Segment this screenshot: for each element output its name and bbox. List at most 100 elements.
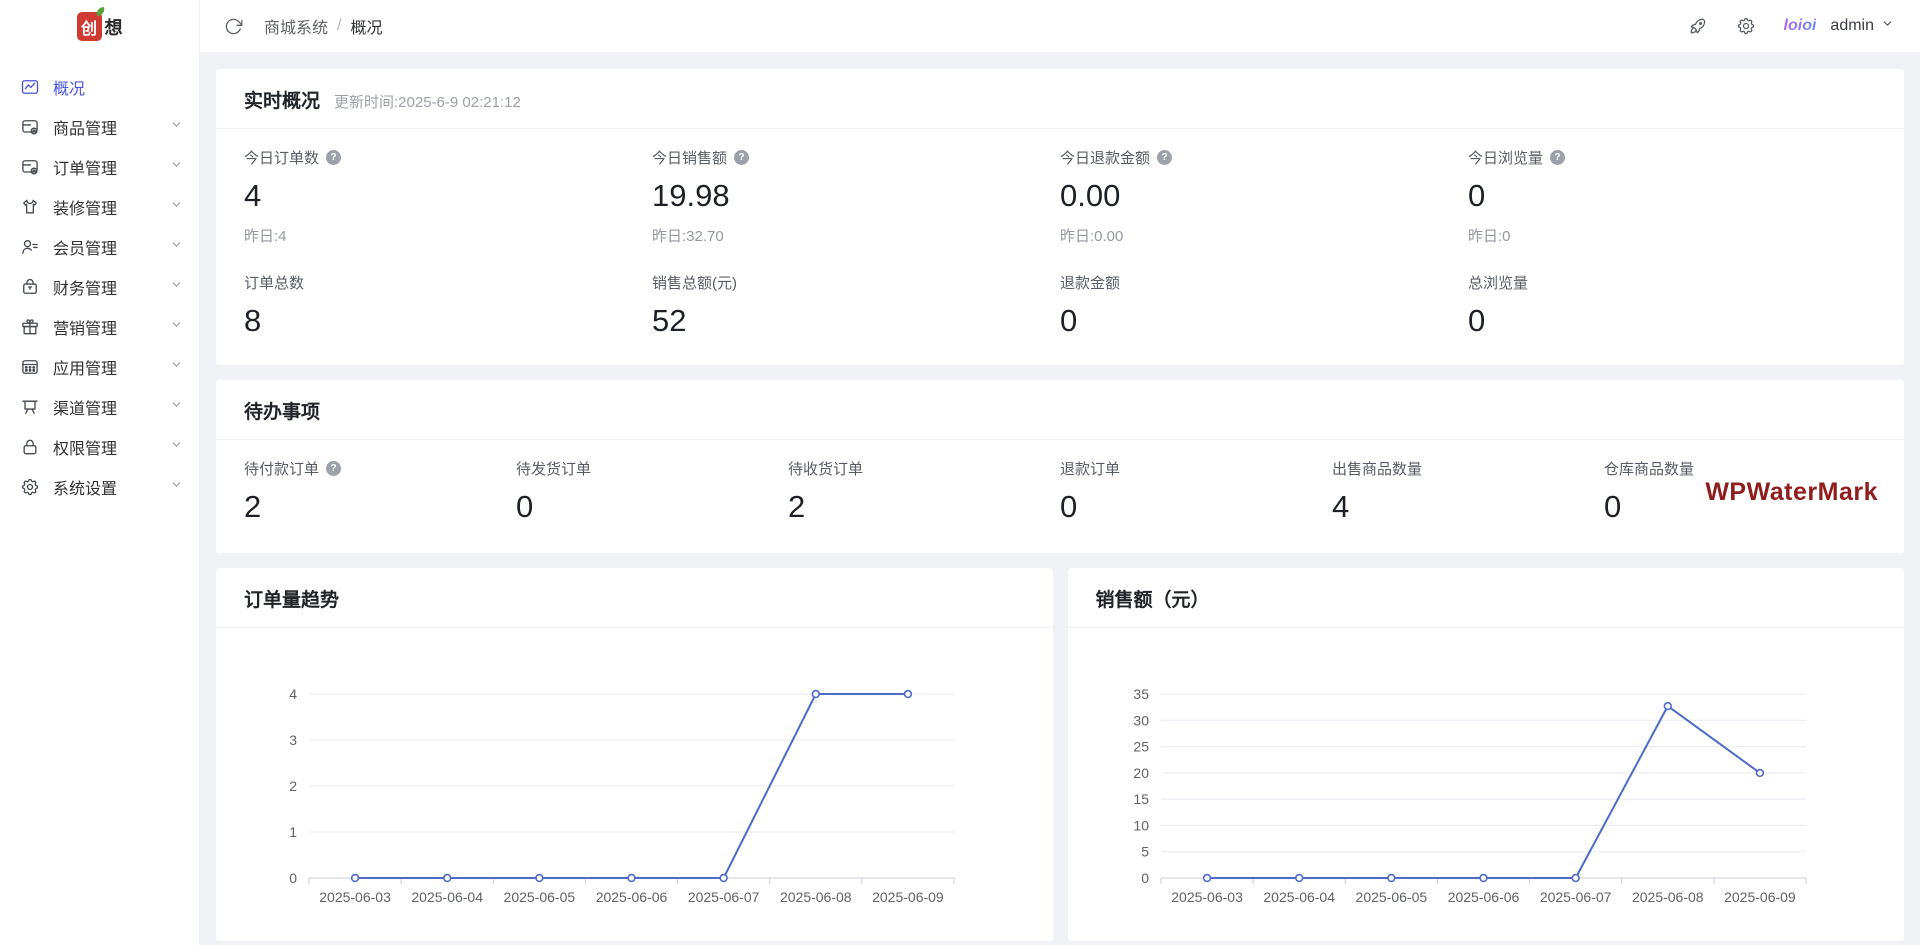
- realtime-card-body: 今日订单数 ? 4 昨日:4 今日销售额 ? 19.98 昨日:32.70 今日…: [216, 129, 1904, 365]
- help-icon[interactable]: ?: [1157, 150, 1173, 165]
- stat-value: 4: [244, 178, 262, 213]
- stat-label: 待付款订单: [244, 461, 320, 478]
- orders-icon: [20, 157, 40, 177]
- svg-text:2025-06-04: 2025-06-04: [411, 889, 483, 905]
- stat-value: 52: [652, 303, 687, 338]
- stat-label: 仓库商品数量: [1604, 461, 1695, 478]
- help-icon[interactable]: ?: [1550, 150, 1566, 165]
- stat-block: 今日退款金额 ? 0.00 昨日:0.00: [1060, 147, 1468, 246]
- chevron-down-icon: [170, 198, 183, 216]
- stat-block: 退款金额 0: [1060, 272, 1468, 339]
- svg-text:2025-06-05: 2025-06-05: [504, 889, 576, 905]
- permission-icon: [20, 437, 40, 457]
- logo-secondary-char: 想: [104, 17, 123, 38]
- sidebar-item-概况[interactable]: 概况: [0, 67, 199, 107]
- svg-text:2025-06-06: 2025-06-06: [596, 889, 668, 905]
- charts-row: 订单量趋势 0 1 2 3 4 2025-06-03 2025-06-04 2025-06-0…: [216, 568, 1904, 941]
- stat-block: 总浏览量 0: [1468, 272, 1876, 339]
- chevron-down-icon: [170, 318, 183, 336]
- stat-label: 待发货订单: [516, 461, 592, 478]
- sidebar-item-会员管理[interactable]: 会员管理: [0, 227, 199, 267]
- order-trend-header: 订单量趋势: [216, 568, 1053, 628]
- sidebar-item-应用管理[interactable]: 应用管理: [0, 347, 199, 387]
- breadcrumb-root[interactable]: 商城系统: [264, 20, 329, 37]
- stat-value: 8: [244, 303, 262, 338]
- stat-sub: 昨日:4: [244, 228, 287, 245]
- logo-primary-char: 创: [80, 20, 97, 38]
- sidebar-item-label: 渠道管理: [53, 401, 118, 418]
- stat-label: 待收货订单: [788, 461, 864, 478]
- svg-text:2025-06-03: 2025-06-03: [1171, 889, 1243, 905]
- page-watermark: WPWaterMark: [1705, 478, 1878, 506]
- sidebar-item-商品管理[interactable]: 商品管理: [0, 107, 199, 147]
- overview-icon: [20, 77, 40, 97]
- sidebar-item-label: 权限管理: [53, 441, 118, 458]
- help-icon[interactable]: ?: [326, 461, 342, 476]
- sales-amount-card: 销售额（元） 0 5 10 15 20 25 30 35 2025-06-03 2025-06-0…: [1067, 568, 1904, 941]
- sidebar-item-权限管理[interactable]: 权限管理: [0, 427, 199, 467]
- refresh-icon[interactable]: [224, 16, 244, 36]
- stat-label: 退款金额: [1060, 275, 1121, 292]
- stat-value: 0: [1604, 489, 1622, 524]
- breadcrumb-current: 概况: [350, 20, 383, 37]
- order-trend-card: 订单量趋势 0 1 2 3 4 2025-06-03 2025-06-04 2025-06-0…: [216, 568, 1053, 941]
- help-icon[interactable]: ?: [326, 150, 342, 165]
- help-icon[interactable]: ?: [734, 150, 750, 165]
- stat-value: 0: [1468, 303, 1486, 338]
- user-watermark-text: loioi: [1783, 17, 1817, 34]
- sidebar-item-系统设置[interactable]: 系统设置: [0, 467, 199, 507]
- gear-icon[interactable]: [1736, 16, 1756, 36]
- svg-text:2025-06-05: 2025-06-05: [1355, 889, 1427, 905]
- stat-sub: 昨日:0.00: [1060, 228, 1124, 245]
- members-icon: [20, 237, 40, 257]
- topbar: 商城系统 / 概况 loioi admin: [200, 0, 1920, 53]
- sidebar-item-营销管理[interactable]: 营销管理: [0, 307, 199, 347]
- sidebar-item-label: 订单管理: [53, 161, 118, 178]
- svg-text:35: 35: [1133, 686, 1149, 702]
- update-time: 更新时间:2025-6-9 02:21:12: [334, 94, 521, 111]
- stat-label: 今日销售额: [652, 150, 728, 167]
- stat-value: 2: [244, 489, 262, 524]
- sidebar-item-财务管理[interactable]: 财务管理: [0, 267, 199, 307]
- stat-label: 今日订单数: [244, 150, 320, 167]
- svg-text:4: 4: [289, 686, 297, 702]
- sales-amount-header: 销售额（元）: [1067, 568, 1904, 628]
- sales-amount-title: 销售额（元）: [1095, 590, 1210, 611]
- stat-sub: 昨日:0: [1468, 228, 1511, 245]
- sales-amount-chart: 0 5 10 15 20 25 30 35 2025-06-03 2025-06-04 2025-0…: [1133, 686, 1806, 905]
- order-trend-body: 0 1 2 3 4 2025-06-03 2025-06-04 2025-06-05 2025-…: [216, 628, 1053, 941]
- todo-card-header: 待办事项: [216, 380, 1904, 440]
- sidebar-item-label: 系统设置: [53, 481, 118, 498]
- stat-value: 4: [1332, 489, 1350, 524]
- marketing-icon: [20, 317, 40, 337]
- sidebar-item-label: 营销管理: [53, 321, 118, 338]
- stat-value: 0: [516, 489, 534, 524]
- app-logo[interactable]: 创 想: [0, 0, 199, 53]
- svg-text:2025-06-09: 2025-06-09: [1724, 889, 1796, 905]
- chevron-down-icon: [170, 398, 183, 416]
- chevron-down-icon: [170, 238, 183, 256]
- svg-text:2025-06-09: 2025-06-09: [872, 889, 944, 905]
- logo-badge: 创: [76, 6, 106, 41]
- sidebar-item-label: 商品管理: [53, 121, 118, 138]
- sidebar-item-label: 装修管理: [53, 201, 118, 218]
- sidebar-item-装修管理[interactable]: 装修管理: [0, 187, 199, 227]
- breadcrumb-separator: /: [337, 17, 342, 34]
- sidebar-item-label: 财务管理: [53, 281, 118, 298]
- sidebar-item-订单管理[interactable]: 订单管理: [0, 147, 199, 187]
- svg-text:2025-06-04: 2025-06-04: [1263, 889, 1335, 905]
- sidebar-item-渠道管理[interactable]: 渠道管理: [0, 387, 199, 427]
- chevron-down-icon: [170, 118, 183, 136]
- stat-block: 待付款订单 ? 2: [244, 458, 516, 525]
- user-menu[interactable]: admin: [1830, 17, 1874, 34]
- svg-text:1: 1: [289, 824, 297, 840]
- rocket-icon[interactable]: [1688, 16, 1708, 36]
- stat-value: 19.98: [652, 178, 730, 213]
- chevron-down-icon: [170, 478, 183, 496]
- todo-stats-row: 待付款订单 ? 2 待发货订单 0 待收货订单 2 退款订单 0 出售商品数量 …: [244, 458, 1876, 525]
- stat-value: 0: [1060, 489, 1078, 524]
- finance-icon: [20, 277, 40, 297]
- chevron-down-icon[interactable]: [1881, 17, 1894, 35]
- svg-text:30: 30: [1133, 712, 1149, 728]
- stat-value: 0.00: [1060, 178, 1121, 213]
